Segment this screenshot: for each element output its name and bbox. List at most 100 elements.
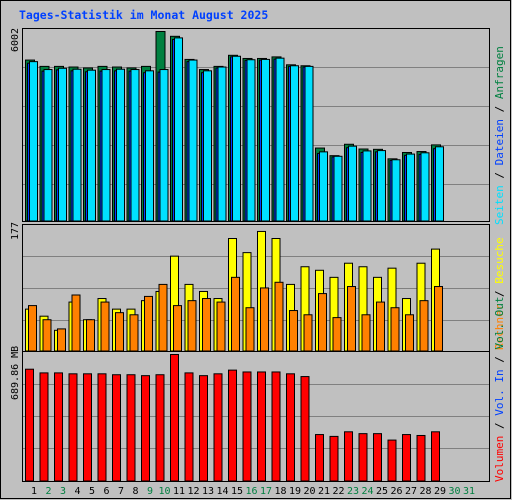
- bar-seiten-day-9: [145, 70, 154, 222]
- bar-rechner-day-20: [303, 314, 313, 352]
- bar-rechner-day-28: [419, 300, 429, 352]
- x-tick-day-30: 30: [448, 486, 460, 497]
- bar-volumen-day-8: [126, 374, 136, 482]
- bar-seiten-day-27: [406, 153, 415, 222]
- x-tick-labels: 1 2 3 4 5 6 7 8 9 10 11 12 13 14 15 16 17 18 19 20 21 22 23 24 2…: [31, 486, 475, 497]
- bar-rechner-day-21: [318, 293, 327, 352]
- bar-rechner-day-23: [347, 286, 356, 352]
- x-tick-day-12: 12: [187, 486, 199, 497]
- bar-volumen-day-21: [315, 434, 324, 482]
- bar-volumen-day-16: [242, 371, 252, 482]
- bar-volumen-day-13: [199, 375, 208, 482]
- x-tick-day-24: 24: [361, 486, 373, 497]
- chart-title: Tages-Statistik im Monat August 2025: [19, 8, 268, 22]
- bar-rechner-day-17: [260, 287, 269, 352]
- bar-rechner-day-18: [274, 281, 284, 352]
- bar-seiten-day-12: [188, 59, 198, 222]
- x-tick-day-20: 20: [303, 486, 315, 497]
- bar-rechner-day-3: [57, 328, 66, 352]
- bar-seiten-day-24: [362, 150, 372, 222]
- bar-seiten-day-4: [72, 68, 82, 222]
- bar-volumen-day-22: [329, 435, 339, 482]
- bar-rechner-day-6: [100, 301, 110, 352]
- bar-seiten-day-23: [348, 145, 357, 222]
- bar-volumen-day-7: [112, 374, 121, 482]
- bar-seiten-day-26: [391, 159, 401, 222]
- bar-volumen-day-10: [155, 374, 165, 482]
- x-tick-day-28: 28: [419, 486, 431, 497]
- bar-volumen-day-1: [25, 368, 34, 482]
- x-tick-day-5: 5: [89, 486, 95, 497]
- bar-seiten-day-5: [87, 69, 96, 222]
- bar-rechner-day-27: [405, 314, 414, 352]
- x-tick-day-17: 17: [260, 486, 272, 497]
- bar-volumen-day-28: [416, 434, 426, 482]
- legend-panel3: Volumen / Vol. In / Vol. Out: [493, 297, 506, 482]
- legend-separator: /: [493, 165, 506, 185]
- bar-rechner-day-24: [361, 314, 371, 352]
- bar-rechner-day-14: [216, 301, 226, 352]
- legend-separator: /: [493, 350, 506, 370]
- bar-rechner-day-29: [434, 286, 443, 352]
- x-tick-day-19: 19: [289, 486, 301, 497]
- legend-item-vol-out: Vol. Out: [493, 297, 506, 350]
- bar-seiten-day-20: [304, 65, 314, 222]
- x-tick-day-26: 26: [390, 486, 402, 497]
- x-tick-day-11: 11: [173, 486, 185, 497]
- bar-seiten-day-2: [43, 69, 53, 222]
- bar-rechner-day-2: [42, 319, 52, 352]
- legend-item-besuche: Besuche: [493, 237, 506, 283]
- bar-rechner-day-11: [173, 305, 182, 352]
- x-tick-day-22: 22: [332, 486, 344, 497]
- bar-volumen-day-5: [83, 373, 92, 482]
- bar-seiten-day-6: [101, 69, 111, 222]
- bar-seiten-day-19: [290, 65, 299, 222]
- bar-rechner-day-5: [86, 319, 95, 352]
- bar-seiten-day-28: [420, 152, 430, 222]
- bar-volumen-day-9: [141, 375, 150, 482]
- bar-seiten-day-3: [58, 67, 67, 222]
- bar-seiten-day-17: [261, 58, 270, 222]
- bar-volumen-day-29: [431, 431, 440, 482]
- bar-rechner-day-4: [71, 294, 81, 352]
- bar-rechner-day-12: [187, 300, 197, 352]
- x-tick-day-1: 1: [31, 486, 37, 497]
- bar-rechner-day-19: [289, 310, 298, 352]
- bar-rechner-day-25: [376, 301, 385, 352]
- bar-rechner-day-26: [390, 307, 400, 352]
- x-tick-day-4: 4: [74, 486, 80, 497]
- x-tick-day-3: 3: [60, 486, 66, 497]
- x-tick-day-14: 14: [216, 486, 228, 497]
- x-tick-day-13: 13: [202, 486, 214, 497]
- bar-volumen-day-24: [358, 433, 368, 482]
- panel2-ymax-label: 177: [10, 222, 21, 240]
- bar-volumen-day-14: [213, 373, 223, 482]
- bar-rechner-day-13: [202, 298, 211, 352]
- bar-volumen-day-25: [373, 433, 382, 482]
- bar-seiten-day-21: [319, 151, 328, 222]
- bar-seiten-day-8: [130, 69, 140, 222]
- x-tick-day-18: 18: [274, 486, 286, 497]
- bar-volumen-day-20: [300, 376, 310, 482]
- x-tick-day-29: 29: [434, 486, 446, 497]
- bar-volumen-day-23: [344, 431, 353, 482]
- legend-separator: /: [493, 284, 506, 304]
- bar-rechner-day-1: [28, 305, 37, 352]
- panel-frames: [22, 28, 490, 482]
- x-tick-day-2: 2: [45, 486, 51, 497]
- bar-seiten-day-22: [333, 155, 343, 222]
- bar-seiten-day-25: [377, 150, 386, 222]
- legend-separator: /: [493, 416, 506, 436]
- legend-separator: /: [493, 99, 506, 119]
- bar-seiten-day-15: [232, 55, 241, 222]
- bar-volumen-day-4: [68, 373, 78, 482]
- bar-volumen-day-3: [54, 372, 63, 482]
- bar-seiten-day-29: [435, 146, 444, 222]
- legend-item-anfragen: Anfragen: [493, 46, 506, 99]
- bar-rechner-day-16: [245, 307, 255, 352]
- x-tick-day-27: 27: [405, 486, 417, 497]
- bar-volumen-day-27: [402, 434, 411, 482]
- bar-volumen-day-12: [184, 372, 194, 482]
- panel3-ymax-label: 689.86 MB: [10, 346, 21, 400]
